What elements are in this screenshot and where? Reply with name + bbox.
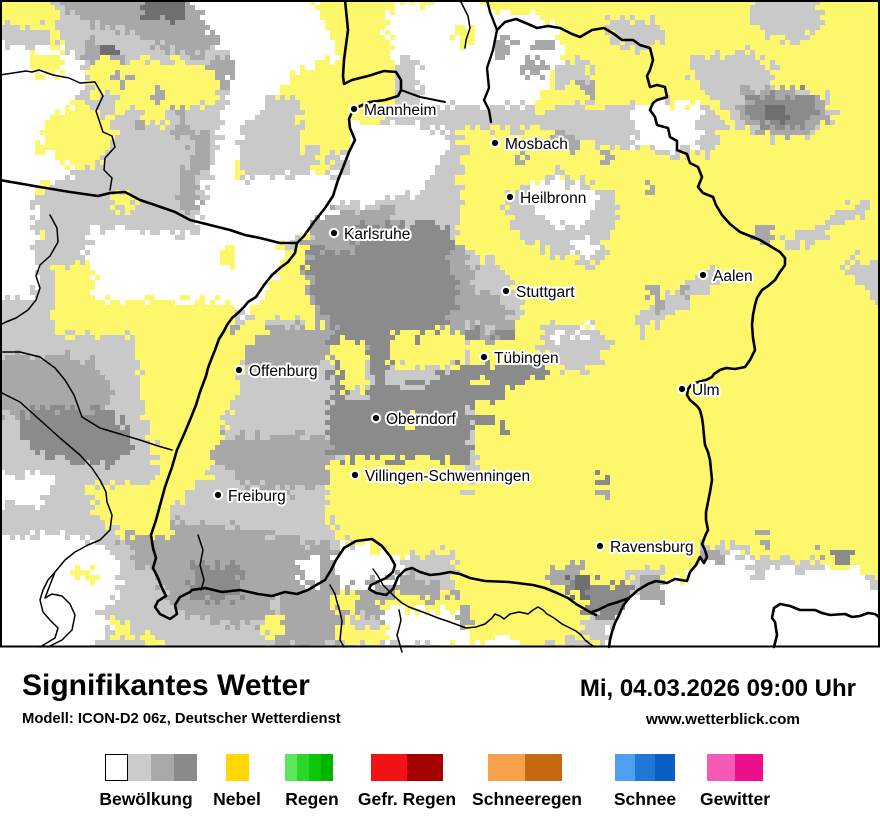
svg-text:Schneeregen: Schneeregen	[472, 789, 582, 809]
svg-text:www.wetterblick.com: www.wetterblick.com	[645, 711, 800, 728]
svg-text:Freiburg: Freiburg	[228, 488, 286, 505]
svg-text:Mi, 04.03.2026 09:00 Uhr: Mi, 04.03.2026 09:00 Uhr	[580, 675, 856, 702]
svg-text:Tübingen: Tübingen	[494, 350, 559, 367]
svg-text:Signifikantes Wetter: Signifikantes Wetter	[22, 669, 310, 702]
svg-text:Mosbach: Mosbach	[505, 136, 568, 153]
svg-text:Villingen-Schwenningen: Villingen-Schwenningen	[365, 468, 530, 485]
svg-text:Ravensburg: Ravensburg	[610, 539, 694, 556]
svg-text:Mannheim: Mannheim	[364, 102, 436, 119]
svg-text:Gefr. Regen: Gefr. Regen	[358, 789, 456, 809]
svg-text:Heilbronn: Heilbronn	[520, 190, 586, 207]
svg-text:Nebel: Nebel	[213, 789, 261, 809]
svg-text:Modell: ICON-D2 06z, Deutscher: Modell: ICON-D2 06z, Deutscher Wetterdie…	[22, 711, 341, 727]
svg-text:Schnee: Schnee	[614, 789, 677, 809]
svg-text:Bewölkung: Bewölkung	[99, 789, 192, 809]
svg-text:Stuttgart: Stuttgart	[516, 284, 575, 301]
svg-text:Karlsruhe: Karlsruhe	[344, 226, 410, 243]
svg-text:Gewitter: Gewitter	[700, 789, 770, 809]
svg-text:Aalen: Aalen	[713, 268, 753, 285]
svg-text:Regen: Regen	[285, 789, 338, 809]
svg-text:Oberndorf: Oberndorf	[386, 411, 456, 428]
svg-text:Ulm: Ulm	[692, 382, 720, 399]
svg-text:Offenburg: Offenburg	[249, 363, 318, 380]
